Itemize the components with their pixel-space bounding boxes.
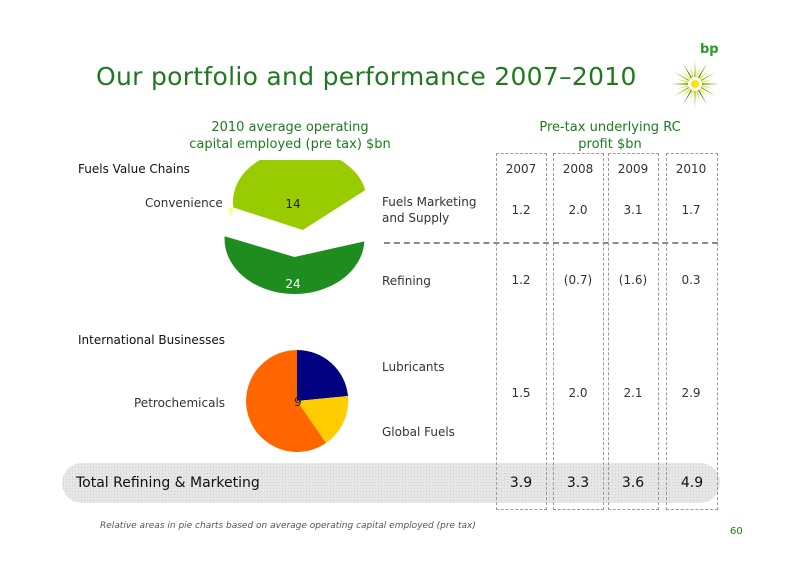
total-2008: 3.3 [566,475,590,491]
total-2009: 3.6 [621,475,645,491]
bp-logo: bp [666,42,728,110]
pie-slice-lubricants [297,349,348,401]
column-2008 [553,153,604,510]
row-label-global-fuels: Global Fuels [382,425,455,439]
helios-ray [683,88,693,105]
profit-heading-line1: Pre-tax underlying RC [539,120,681,135]
refining-value: 24 [285,277,300,291]
profit-heading-line2: profit $bn [578,137,642,152]
helios-ray [674,86,691,96]
helios-ray [676,84,690,89]
total-bar [62,463,720,503]
petrochemicals-value: 9 [294,395,302,409]
helios-ray [695,89,700,103]
refining-2009: (1.6) [618,273,648,287]
helios-ray [676,79,690,84]
helios-ray [698,70,709,81]
fms-2008: 2.0 [568,203,588,217]
section-international-businesses: International Businesses [78,333,225,347]
helios-ray [694,89,696,108]
helios-ray [681,70,692,81]
helios-ray [700,84,714,89]
total-label: Total Refining & Marketing [76,475,260,491]
helios-ray [697,63,707,80]
helios-ray [700,79,714,84]
convenience-label: Convenience [145,196,223,210]
ib-2007: 1.5 [511,386,531,400]
total-2007: 3.9 [509,475,533,491]
total-2010: 4.9 [680,475,704,491]
fuels-value-chains-pie: 14 24 [224,160,366,294]
ib-2010: 2.9 [681,386,701,400]
pie-slice-refining [224,236,365,294]
row-label-lubricants: Lubricants [382,360,445,374]
capital-employed-heading: 2010 average operating capital employed … [150,119,430,153]
fms-2007: 1.2 [511,203,531,217]
page-number: 60 [730,526,743,537]
helios-ray [683,63,693,80]
row-label-fuels-marketing-line2: and Supply [382,211,450,225]
fms-2009: 3.1 [623,203,643,217]
ib-2008: 2.0 [568,386,588,400]
column-2009 [608,153,659,510]
year-2007: 2007 [505,162,537,176]
refining-2010: 0.3 [681,273,701,287]
column-2007 [496,153,547,510]
helios-ray [674,72,691,82]
helios-ray [695,65,700,79]
refining-2008: (0.7) [563,273,593,287]
pie-slice-convenience-highlight [228,207,234,217]
profit-heading: Pre-tax underlying RC profit $bn [500,119,720,153]
helios-ray [700,83,719,85]
column-2010 [666,153,718,510]
helios-ray [698,87,709,98]
year-2008: 2008 [562,162,594,176]
helios-ray [694,60,696,79]
capital-employed-heading-line1: 2010 average operating [211,120,369,135]
fms-2010: 1.7 [681,203,701,217]
international-businesses-pie: 9 [246,349,349,452]
helios-ray [690,65,695,79]
bp-logo-text: bp [700,42,719,57]
convenience-value: 14 [285,197,300,211]
pie-slice-global-fuels [297,396,349,443]
helios-ray [699,72,716,82]
section-fuels-value-chains: Fuels Value Chains [78,162,190,176]
helios-ray [671,83,690,85]
helios-ray [699,86,716,96]
row-label-refining: Refining [382,274,431,288]
row-separator [384,242,718,244]
year-2009: 2009 [617,162,649,176]
capital-employed-heading-line2: capital employed (pre tax) $bn [189,137,391,152]
page-title: Our portfolio and performance 2007–2010 [96,62,637,91]
row-label-fuels-marketing-line1: Fuels Marketing [382,195,477,209]
helios-icon [671,60,719,108]
pie-slice-petrochemicals [246,350,326,452]
petrochemicals-label: Petrochemicals [134,396,226,410]
year-2010: 2010 [675,162,707,176]
ib-2009: 2.1 [623,386,643,400]
pie-slice-convenience [232,160,366,230]
helios-ray [690,89,695,103]
footnote: Relative areas in pie charts based on av… [100,521,476,531]
helios-ray [681,87,692,98]
refining-2007: 1.2 [511,273,531,287]
helios-ray [697,88,707,105]
row-label-fuels-marketing: Fuels Marketing and Supply [382,194,476,226]
